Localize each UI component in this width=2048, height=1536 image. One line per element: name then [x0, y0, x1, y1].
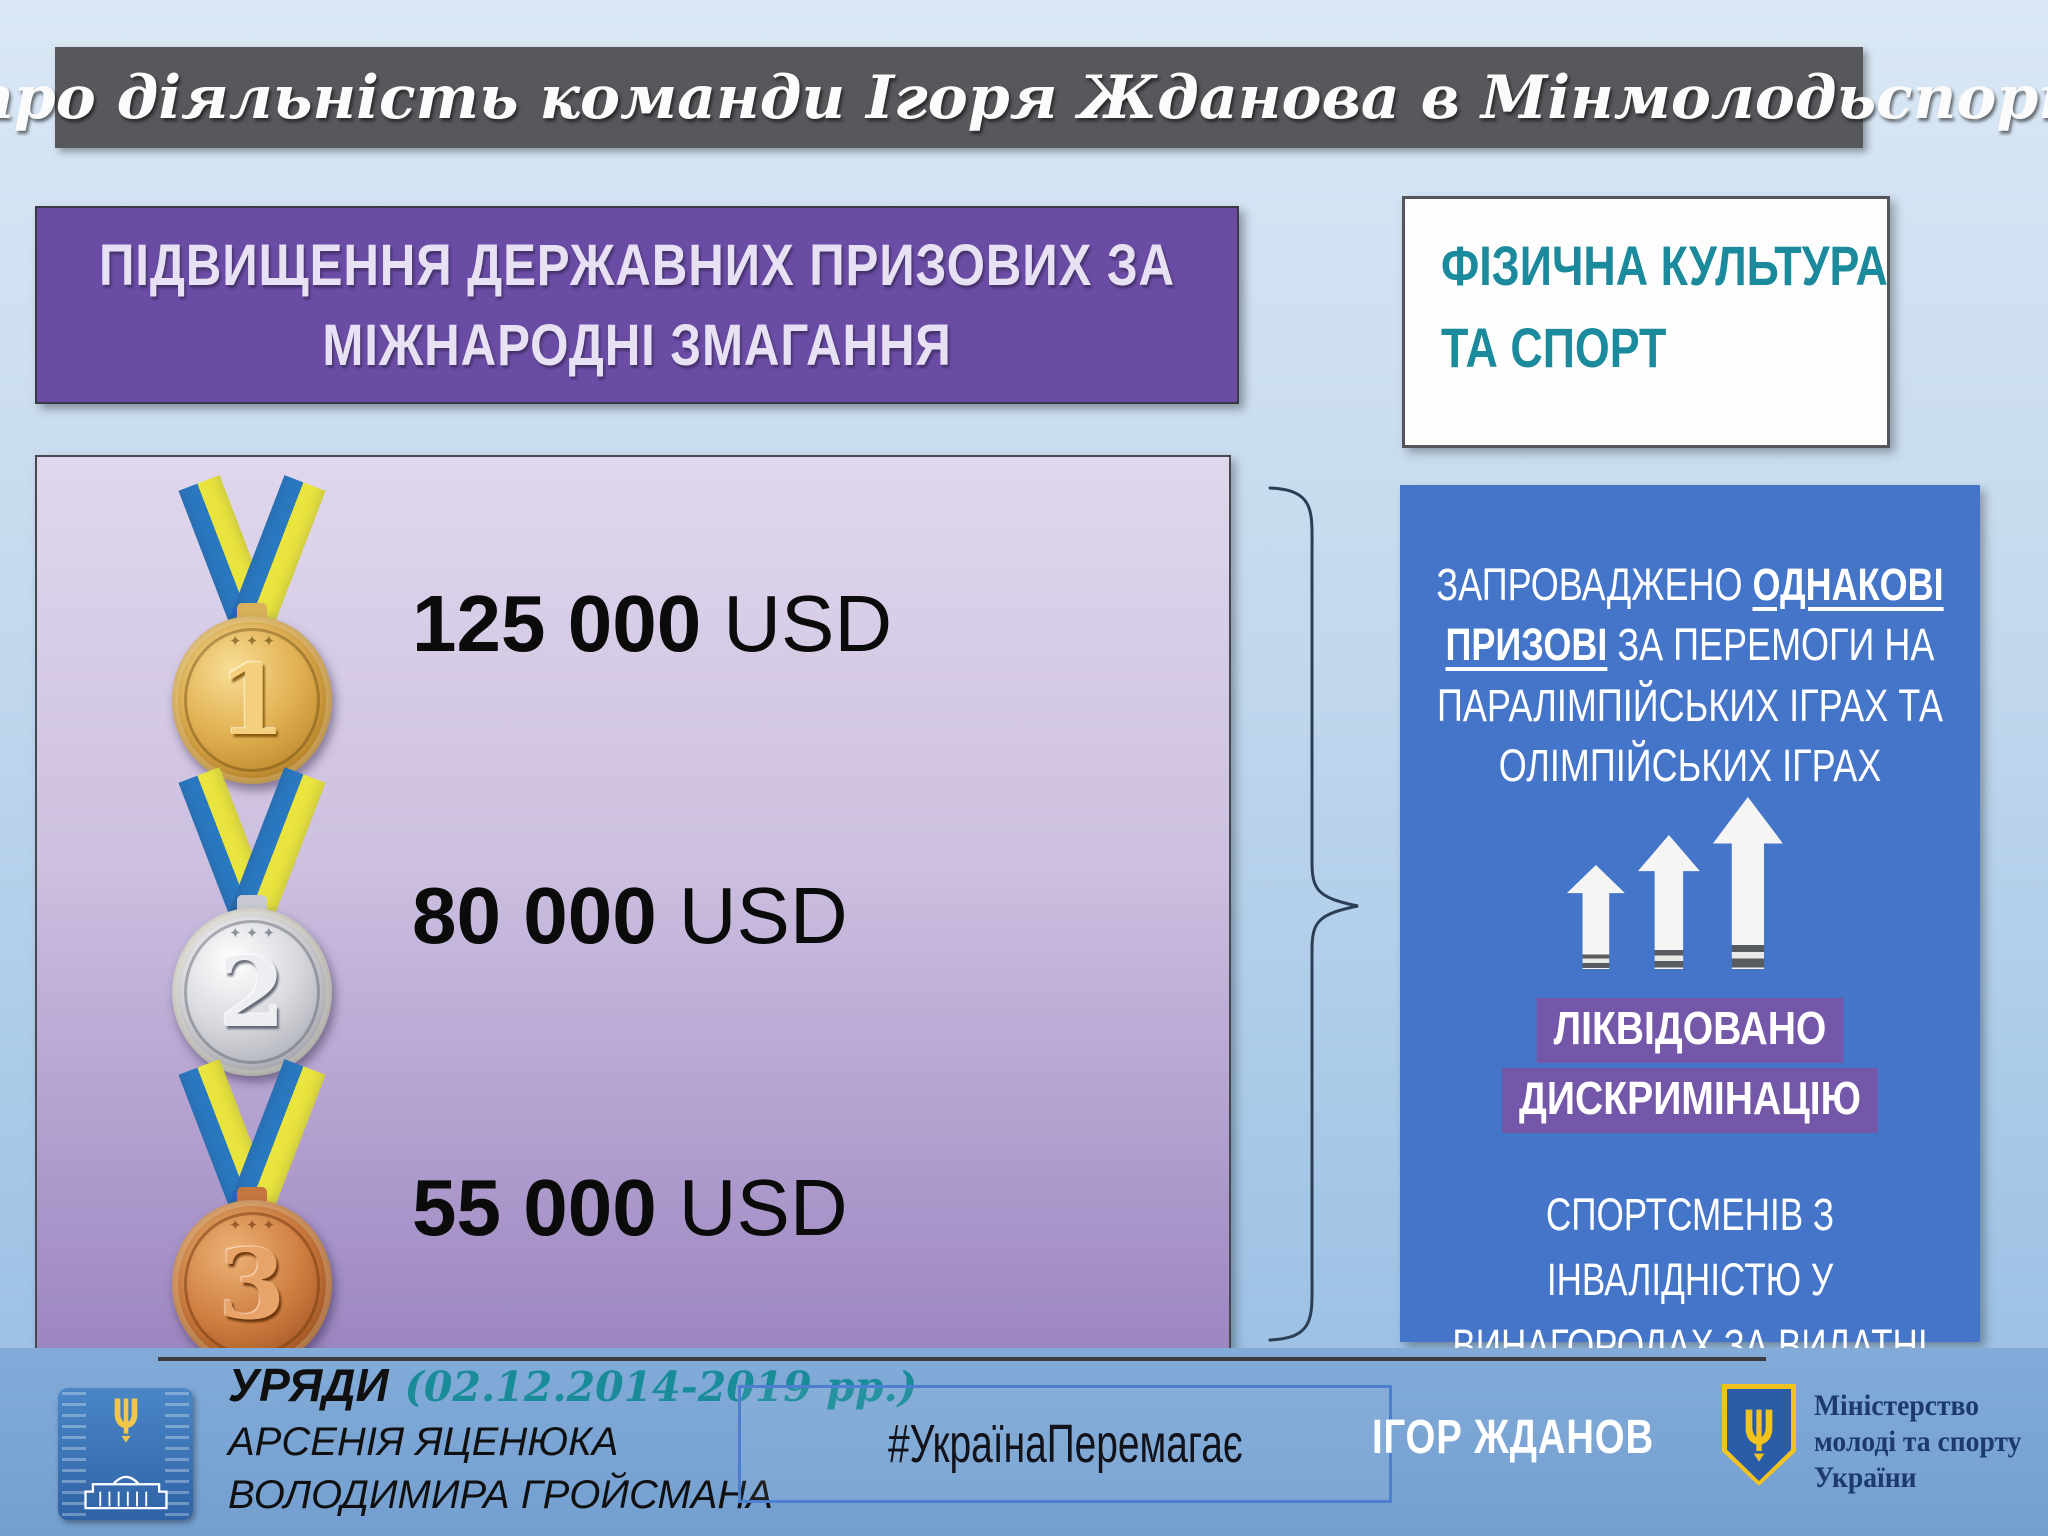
- medal-place: 1: [218, 643, 286, 757]
- ministry-coat-of-arms-icon: [1722, 1384, 1796, 1486]
- gold-medal-icon: 1: [147, 475, 357, 793]
- prize-amount-value: 55 000: [412, 1163, 657, 1252]
- ministry-line: Міністерство: [1814, 1389, 1980, 1422]
- footer-bar: УРЯДИ (02.12.2014-2019 рр.) АРСЕНІЯ ЯЦЕНЮ…: [0, 1348, 2048, 1536]
- curly-brace: [1268, 486, 1359, 1342]
- category-line2: ТА СПОРТ: [1441, 316, 1667, 379]
- silver-medal-icon: 2: [147, 767, 357, 1085]
- government-emblem: [58, 1388, 193, 1520]
- equal-prizes-panel: ЗАПРОВАДЖЕНО ОДНАКОВІ ПРИЗОВІ ЗА ПЕРЕМОГ…: [1400, 485, 1980, 1436]
- up-arrow-large-icon: [1712, 797, 1783, 969]
- trident-icon: [114, 1398, 137, 1443]
- ministry-line: молоді та спорту: [1814, 1425, 2022, 1458]
- prizes-header-line2: МІЖНАРОДНІ ЗМАГАННЯ: [322, 313, 952, 378]
- footer-divider-line: [158, 1357, 1766, 1361]
- prize-currency: USD: [678, 871, 848, 960]
- medal-place: 3: [218, 1227, 286, 1341]
- pm-name-1: АРСЕНІЯ ЯЦЕНЮКА: [228, 1420, 619, 1464]
- bronze-medal-icon: 3: [147, 1059, 357, 1377]
- highlight-line1: ЛІКВІДОВАНО: [1536, 998, 1844, 1063]
- prizes-header-card: ПІДВИЩЕННЯ ДЕРЖАВНИХ ПРИЗОВИХ ЗА МІЖНАРО…: [35, 206, 1239, 404]
- prize-amount-value: 125 000: [412, 579, 702, 668]
- prizes-header-line1: ПІДВИЩЕННЯ ДЕРЖАВНИХ ПРИЗОВИХ ЗА: [98, 233, 1176, 298]
- prize-amount: 55 000 USD: [412, 1162, 848, 1254]
- slide-title-banner: Звіт про діяльність команди Ігоря Жданов…: [0, 47, 2048, 148]
- growth-arrows-icon: [1566, 793, 1783, 969]
- category-line1: ФІЗИЧНА КУЛЬТУРА: [1441, 234, 1888, 297]
- prize-amount: 80 000 USD: [412, 870, 848, 962]
- up-arrow-medium-icon: [1637, 835, 1700, 969]
- prize-amount-value: 80 000: [412, 871, 657, 960]
- equal-prizes-prefix: ЗАПРОВАДЖЕНО: [1436, 559, 1753, 610]
- government-building-icon: [83, 1475, 168, 1510]
- prize-currency: USD: [723, 579, 893, 668]
- ministry-shield-inner: [1727, 1389, 1791, 1481]
- category-card: ФІЗИЧНА КУЛЬТУРА ТА СПОРТ: [1402, 196, 1890, 448]
- hashtag-text: #УкраїнаПеремагає: [887, 1414, 1243, 1474]
- ministry-name: Міністерство молоді та спорту України: [1814, 1388, 2039, 1496]
- minister-name: ІГОР ЖДАНОВ: [1372, 1411, 1655, 1464]
- equal-prizes-suffix: ЗА ПЕРЕМОГИ НА ПАРАЛІМПІЙСЬКИХ ІГРАХ ТА …: [1436, 619, 1944, 791]
- ministry-line: України: [1814, 1461, 1917, 1494]
- medal-disc: 3: [172, 1200, 332, 1368]
- equal-prizes-bold: ОДНАКОВІ ПРИЗОВІ: [1445, 559, 1944, 671]
- prize-amount: 125 000 USD: [412, 578, 892, 670]
- up-arrow-small-icon: [1566, 865, 1625, 969]
- prize-currency: USD: [678, 1163, 848, 1252]
- pm-name-2: ВОЛОДИМИРА ГРОЙСМАНА: [228, 1473, 773, 1517]
- trident-icon: [1745, 1409, 1773, 1462]
- medal-disc: 1: [172, 616, 332, 784]
- governments-label: УРЯДИ: [228, 1359, 389, 1411]
- slide-title: Звіт про діяльність команди Ігоря Жданов…: [0, 62, 2048, 133]
- equal-prizes-text: ЗАПРОВАДЖЕНО ОДНАКОВІ ПРИЗОВІ ЗА ПЕРЕМОГ…: [1410, 555, 1970, 796]
- hashtag-box: #УкраїнаПеремагає: [738, 1385, 1392, 1503]
- highlight-line2: ДИСКРИМІНАЦІЮ: [1502, 1068, 1878, 1133]
- medal-disc: 2: [172, 908, 332, 1076]
- medal-place: 2: [218, 935, 286, 1049]
